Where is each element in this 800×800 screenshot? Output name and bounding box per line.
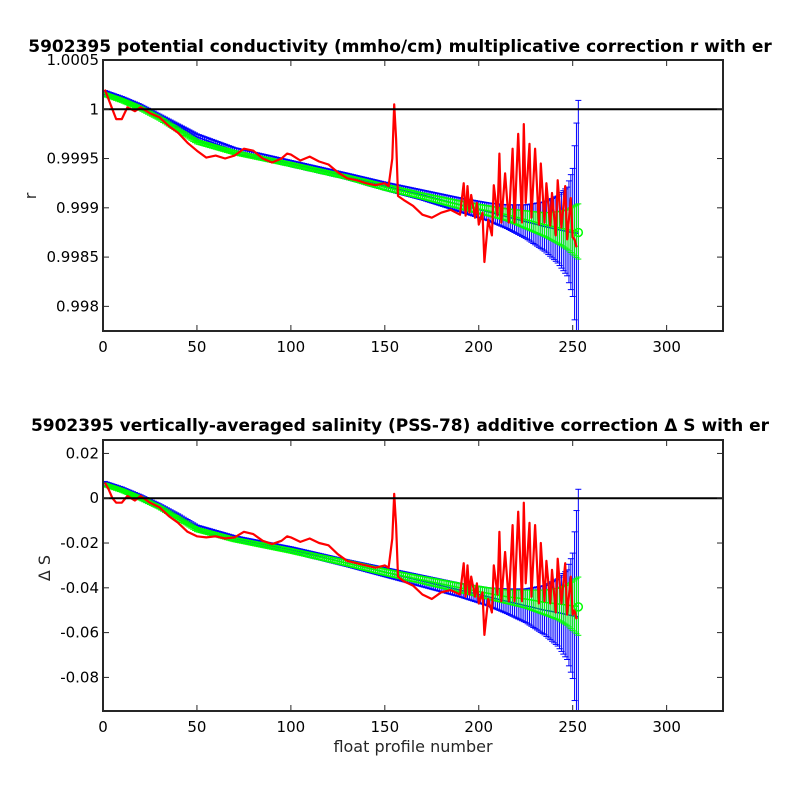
y-tick-label: 0 (89, 489, 99, 507)
y-tick-label: 0.02 (66, 444, 99, 462)
x-tick-label: 150 (370, 718, 399, 736)
end-marker (573, 227, 584, 238)
data-layer (103, 89, 723, 331)
x-tick-label: 200 (464, 718, 493, 736)
x-tick-label: 0 (98, 338, 108, 356)
x-tick-label: 0 (98, 718, 108, 736)
x-tick-label: 150 (370, 338, 399, 356)
series-2-line (103, 89, 578, 264)
x-tick-label: 250 (558, 718, 587, 736)
x-tick-label: 300 (652, 338, 681, 356)
conductivity-correction-panel: 5902395 potential conductivity (mmho/cm)… (21, 37, 773, 356)
x-tick-label: 100 (277, 338, 306, 356)
x-tick-label: 250 (558, 338, 587, 356)
chart-title: 5902395 potential conductivity (mmho/cm)… (28, 37, 772, 57)
y-tick-label: 0.998 (56, 297, 99, 315)
series-2-line (103, 482, 578, 636)
y-tick-label: 0.9995 (47, 150, 100, 168)
y-axis-label: r (21, 192, 40, 199)
end-marker (573, 602, 584, 612)
y-tick-label: -0.08 (60, 668, 99, 686)
y-tick-label: -0.02 (60, 534, 99, 552)
salinity-correction-panel: 5902395 vertically-averaged salinity (PS… (31, 416, 770, 756)
y-tick-label: 1 (89, 100, 99, 118)
axes-box (102, 59, 724, 332)
x-tick-label: 50 (187, 338, 206, 356)
plot-area: 0 50 100 150 200 250 300 -0.08 -0.06 -0.04 -0.02 0 0… (60, 439, 724, 736)
x-tick-label: 300 (652, 718, 681, 736)
y-tick-label: -0.04 (60, 579, 99, 597)
x-axis-label: float profile number (333, 737, 493, 756)
x-tick-label: 100 (277, 718, 306, 736)
y-tick-label: 0.9985 (47, 248, 100, 266)
x-tick-label: 50 (187, 718, 206, 736)
y-tick-label: 0.999 (56, 199, 99, 217)
plot-area: 0 50 100 150 200 250 300 0.998 0.9985 0.999 0.9995… (47, 51, 724, 356)
x-tick-label: 200 (464, 338, 493, 356)
y-tick-label: -0.06 (60, 624, 99, 642)
y-axis-label: Δ S (35, 555, 54, 581)
chart-title: 5902395 vertically-averaged salinity (PS… (31, 416, 770, 436)
y-tick-label: 1.0005 (47, 51, 100, 69)
axes-box (102, 439, 724, 712)
data-layer (103, 480, 723, 711)
